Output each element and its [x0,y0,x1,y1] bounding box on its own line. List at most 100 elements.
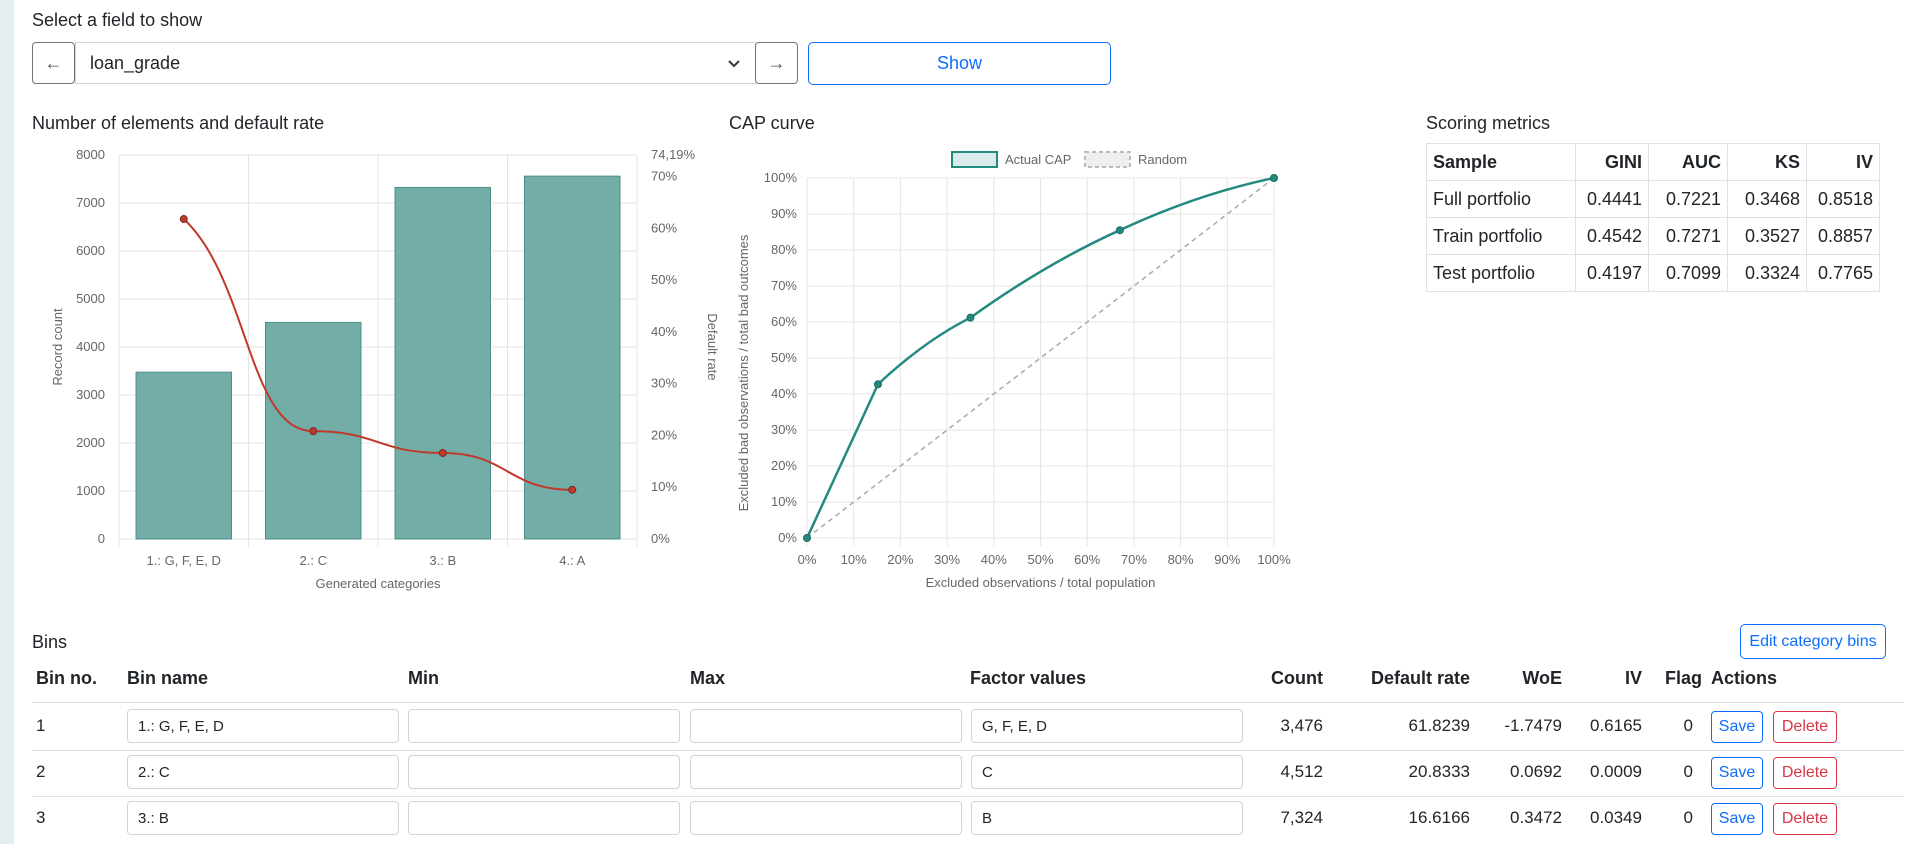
edit-category-bins-button[interactable]: Edit category bins [1740,624,1886,659]
y-tick-label: 70% [771,278,797,293]
delete-button[interactable]: Delete [1773,711,1837,743]
metrics-header-gini: GINI [1575,143,1649,181]
metrics-header-auc: AUC [1648,143,1728,181]
y-tick-label: 40% [771,386,797,401]
actual-cap-point [1270,174,1278,182]
bin-count: 3,476 [1280,716,1323,735]
next-field-button[interactable]: → [755,42,798,84]
bin-default-rate: 61.8239 [1408,716,1470,735]
bin-name-input[interactable]: 2.: C [127,755,399,789]
x-tick-label: 30% [934,552,960,567]
bin-flag: 0 [1683,716,1693,735]
bin-no: 3 [36,808,46,827]
y-tick-label: 90% [771,206,797,221]
metrics-cell: 0.7099 [1648,254,1728,292]
metrics-cell: Full portfolio [1426,180,1576,218]
cap-chart-title: CAP curve [729,113,815,133]
actual-cap-point [803,534,811,542]
metrics-title: Scoring metrics [1426,113,1551,133]
col-iv: IV [1624,668,1642,688]
y-tick-label: 8000 [76,147,105,162]
row-divider [32,796,1904,797]
y-tick-label: 2000 [76,435,105,450]
bin-default-rate: 16.6166 [1408,808,1470,827]
metrics-cell: Test portfolio [1426,254,1576,292]
delete-button[interactable]: Delete [1773,757,1837,789]
row-divider [32,750,1904,751]
legend-random-swatch [1084,151,1131,168]
metrics-header-sample: Sample [1426,143,1576,181]
bin-max-input[interactable] [690,709,962,743]
default-rate-point [179,215,188,224]
bin-max-input[interactable] [690,801,962,835]
bin-name-input[interactable]: 3.: B [127,801,399,835]
metrics-header-ks: KS [1727,143,1807,181]
save-button[interactable]: Save [1711,803,1763,835]
bin-no: 1 [36,716,46,735]
show-button[interactable]: Show [808,42,1111,85]
col-bin-no: Bin no. [36,668,97,688]
x-tick-label: 60% [1074,552,1100,567]
y2-tick-label: 74,19% [651,147,696,162]
default-rate-point [309,427,318,436]
chevron-down-icon [728,60,740,68]
x-tick-label: 3.: B [429,553,456,568]
y-tick-label: 3000 [76,387,105,402]
metrics-header-row: Sample GINI AUC KS IV [1426,143,1880,181]
actual-cap-point [966,313,975,322]
bin-max-input[interactable] [690,755,962,789]
bin-name-input[interactable]: 1.: G, F, E, D [127,709,399,743]
y-axis-title: Record count [50,308,65,386]
col-max: Max [690,668,726,688]
bin-iv: 0.0349 [1590,808,1642,827]
bin-count: 4,512 [1280,762,1323,781]
bin-min-input[interactable] [408,755,680,789]
actual-cap-point [1115,226,1124,235]
col-bin-name: Bin name [127,668,209,688]
field-select[interactable]: loan_grade [75,42,756,84]
y-tick-label: 6000 [76,243,105,258]
default-rate-point [438,448,447,457]
bin-min-input[interactable] [408,709,680,743]
bin-iv: 0.6165 [1590,716,1642,735]
x-tick-label: 10% [841,552,867,567]
bin-factor-values-input[interactable]: C [971,755,1243,789]
prev-field-button[interactable]: ← [32,42,75,84]
y-tick-label: 5000 [76,291,105,306]
x-tick-label: 20% [887,552,913,567]
metrics-table: Sample GINI AUC KS IV Full portfolio 0.4… [1426,143,1880,292]
metrics-header-iv: IV [1806,143,1880,181]
x-tick-label: 50% [1027,552,1053,567]
y-tick-label: 50% [771,350,797,365]
actual-cap-point [873,380,882,389]
y-tick-label: 20% [771,458,797,473]
bin-default-rate: 20.8333 [1408,762,1470,781]
delete-button[interactable]: Delete [1773,803,1837,835]
metrics-cell: 0.4441 [1575,180,1649,218]
bins-title: Bins [32,632,68,652]
y-tick-label: 100% [764,170,798,185]
y-tick-label: 7000 [76,195,105,210]
bin-factor-values-input[interactable]: G, F, E, D [971,709,1243,743]
metrics-cell: 0.8857 [1806,217,1880,255]
bin-min-input[interactable] [408,801,680,835]
y2-tick-label: 70% [651,169,677,184]
x-tick-label: 70% [1121,552,1147,567]
y2-tick-label: 0% [651,531,670,546]
col-count: Count [1271,668,1323,688]
y2-tick-label: 30% [651,376,677,391]
metrics-cell: 0.7271 [1648,217,1728,255]
bin-woe: 0.3472 [1510,808,1562,827]
metrics-cell: Train portfolio [1426,217,1576,255]
y2-tick-label: 60% [651,220,677,235]
x-tick-label: 90% [1214,552,1240,567]
bin-factor-values-input[interactable]: B [971,801,1243,835]
y-tick-label: 0 [98,531,105,546]
y2-axis-title: Default rate [705,313,720,380]
save-button[interactable]: Save [1711,711,1763,743]
x-tick-label: 2.: C [300,553,327,568]
x-tick-label: 40% [981,552,1007,567]
field-select-value: loan_grade [90,52,181,73]
save-button[interactable]: Save [1711,757,1763,789]
y-axis-title: Excluded bad observations / total bad ou… [736,234,751,511]
